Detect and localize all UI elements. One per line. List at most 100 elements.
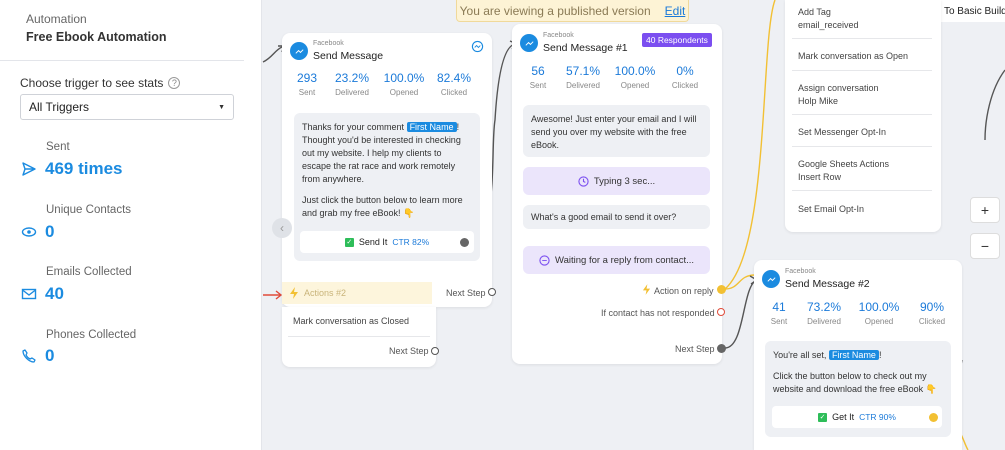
ctr-label: CTR 82% [392,237,430,247]
stat-label: Opened [864,317,894,326]
action-sub: email_received [798,20,859,31]
no-response-label: If contact has not responded [601,308,715,318]
help-icon[interactable]: ? [168,77,181,89]
action-add-tag[interactable]: Add Tag email_received [798,6,859,32]
action-google-sheets[interactable]: Google Sheets Actions Insert Row [798,158,889,184]
divider [792,114,932,115]
next-step-handle[interactable] [431,347,439,355]
trigger-label-text: Choose trigger to see stats [20,76,164,90]
edit-link[interactable]: Edit [664,3,686,18]
stat-clicked: 0% [676,64,694,78]
typing-label: Typing 3 sec... [593,175,656,187]
stat-delivered: 73.2% [806,300,842,314]
next-step-handle[interactable] [717,344,726,353]
next-step-label: Next Step [389,346,429,356]
mail-icon [21,288,37,300]
node3-stats: 41 Sent 73.2% Delivered 100.0% Opened 90% Cl… [762,300,958,326]
action-label: Assign conversation [798,83,879,93]
message-text: Click the button below to check out my w… [773,371,937,395]
divider [792,190,932,191]
node-title: Send Message [313,50,384,62]
no-response-handle[interactable] [717,308,725,316]
action-mark-open[interactable]: Mark conversation as Open [798,51,909,61]
get-it-button[interactable]: ✓ Get It CTR 90% [772,406,942,428]
message-text: You're all set, [773,350,827,360]
platform-label: Facebook [313,40,344,47]
clock-icon [578,175,589,187]
stat-delivered: 23.2% [334,71,370,85]
next-step-label: Next Step [446,288,486,298]
chevron-left-icon[interactable]: ‹ [272,218,292,238]
actions-panel[interactable] [785,0,941,232]
check-icon: ✓ [818,412,828,422]
trigger-select[interactable]: All Triggers ▼ [20,94,234,120]
first-name-tag: First Name [406,122,457,132]
button-label: Get It [832,412,855,422]
stat-label: Clicked [671,81,699,90]
action-sub: Insert Row [798,172,842,183]
message-bubble: What's a good email to send it over? [523,205,710,229]
next-step-handle[interactable] [488,288,496,296]
reply-handle[interactable] [717,285,726,294]
stat-phones-value: 0 [45,346,55,365]
node-title: Send Message #2 [785,278,870,290]
trigger-label: Choose trigger to see stats ? [20,76,181,90]
connector-dot[interactable] [460,238,469,247]
action-label: Google Sheets Actions [798,159,890,169]
node-title: Send Message #1 [543,42,628,54]
lightning-icon [642,284,651,295]
divider [792,70,932,71]
stat-label: Delivered [807,317,841,326]
published-banner: You are viewing a published version Edit [456,0,689,22]
stat-label: Delivered [566,81,600,90]
waiting-label: Waiting for a reply from contact... [554,254,695,266]
actions-node[interactable] [282,307,436,367]
stat-sent: 41 [772,300,786,314]
stat-label: Opened [389,88,419,97]
stat-label: Clicked [440,88,468,97]
node2-stats: 56 Sent 57.1% Delivered 100.0% Opened 0% Cli… [520,64,710,90]
eye-icon [21,227,37,237]
actions-label: Actions #2 [304,288,347,298]
sidebar: Automation Free Ebook Automation Choose … [0,0,262,450]
send-it-button[interactable]: ✓ Send It CTR 82% [300,231,474,253]
action-messenger-optin[interactable]: Set Messenger Opt-In [798,127,887,137]
stat-phones-label: Phones Collected [46,329,137,341]
stat-delivered: 57.1% [565,64,601,78]
messenger-icon [520,34,538,52]
banner-text: You are viewing a published version [459,3,651,18]
stat-label: Delivered [335,88,369,97]
chat-icon [539,254,550,266]
action-email-optin[interactable]: Set Email Opt-In [798,204,865,214]
automation-label: Automation [26,12,87,26]
button-label: Send It [358,237,388,247]
action-label: Add Tag [798,7,831,17]
stat-clicked: 82.4% [436,71,472,85]
stat-opened: 100.0% [383,71,425,85]
ctr-label: CTR 90% [859,412,896,422]
actions-row[interactable] [282,282,432,304]
wait-reply: Waiting for a reply from contact... [523,246,710,274]
first-name-tag: First Name [828,350,879,360]
next-step-label: Next Step [675,344,715,354]
stat-sent: 293 [296,71,318,85]
action-item: Mark conversation as Closed [293,316,410,326]
phone-icon [22,349,36,363]
messenger-icon [762,270,780,288]
stat-sent-label: Sent [46,141,70,153]
zoom-in-button[interactable]: + [970,197,1000,223]
stat-label: Sent [770,317,788,326]
message-text: Just click the button below to learn mor… [302,195,463,219]
stat-sent-value: 469 times [45,159,123,178]
stat-opened: 100.0% [858,300,900,314]
stat-sent: 56 [531,64,545,78]
action-sub: Holp Mike [798,96,839,107]
divider [792,38,932,39]
action-assign[interactable]: Assign conversation Holp Mike [798,82,879,108]
button-handle[interactable] [929,413,938,422]
zoom-out-button[interactable]: − [970,233,1000,259]
stat-label: Clicked [918,317,946,326]
check-icon: ✓ [344,237,354,247]
message-text: ! Thought you'd be interested in checkin… [302,122,461,185]
stat-label: Sent [529,81,547,90]
